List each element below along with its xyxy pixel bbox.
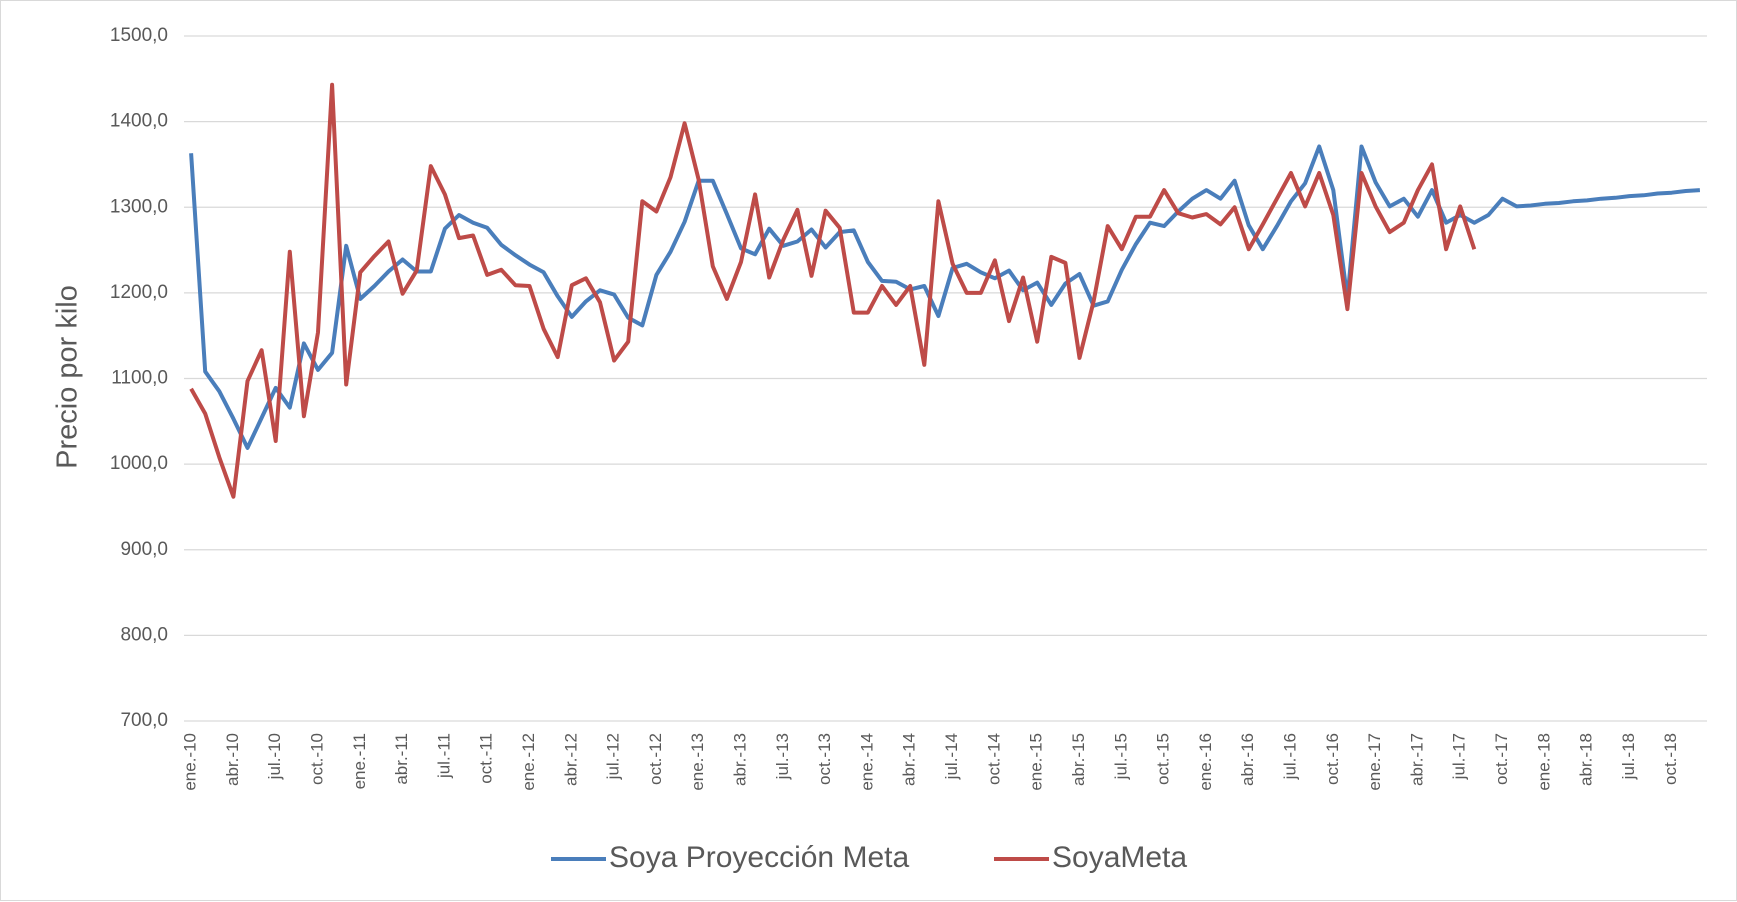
x-tick-label: oct.-11 (477, 733, 496, 784)
legend-label: Soya Proyección Meta (609, 841, 909, 874)
x-tick-label: ene.-16 (1196, 733, 1215, 791)
y-tick-label: 900,0 (120, 539, 168, 560)
y-tick-label: 1500,0 (110, 25, 168, 46)
x-tick-label: jul.-15 (1111, 733, 1130, 780)
x-tick-label: jul.-13 (773, 733, 792, 780)
x-tick-label: oct.-18 (1661, 733, 1680, 785)
series-line (189, 144, 1701, 450)
x-tick-label: jul.-17 (1450, 733, 1469, 780)
y-tick-label: 1400,0 (110, 111, 168, 132)
x-tick-label: ene.-15 (1027, 733, 1046, 791)
x-tick-label: abr.-15 (1069, 733, 1088, 786)
y-tick-label: 700,0 (120, 710, 168, 731)
x-tick-label: abr.-16 (1238, 733, 1257, 786)
x-tick-label: ene.-14 (857, 733, 876, 791)
x-tick-label: ene.-12 (519, 733, 538, 791)
x-tick-label: ene.-18 (1534, 733, 1553, 791)
x-tick-label: jul.-16 (1280, 733, 1299, 780)
legend-label: SoyaMeta (1052, 841, 1187, 874)
x-tick-label: jul.-10 (265, 733, 284, 780)
x-tick-label: oct.-10 (307, 733, 326, 785)
x-tick-label: abr.-13 (731, 733, 750, 786)
y-tick-label: 1300,0 (110, 196, 168, 217)
x-tick-label: oct.-13 (815, 733, 834, 785)
x-tick-label: oct.-14 (984, 733, 1003, 785)
x-tick-label: abr.-12 (561, 733, 580, 786)
y-tick-label: 800,0 (120, 624, 168, 645)
x-tick-label: jul.-14 (942, 733, 961, 780)
y-tick-label: 1100,0 (111, 368, 168, 389)
series-line (189, 82, 1477, 499)
x-tick-label: ene.-10 (181, 733, 200, 791)
x-tick-label: oct.-16 (1323, 733, 1342, 785)
x-tick-label: ene.-13 (688, 733, 707, 791)
x-tick-label: ene.-11 (350, 733, 369, 789)
x-tick-label: jul.-11 (434, 733, 453, 779)
x-tick-label: jul.-12 (604, 733, 623, 780)
y-tick-label: 1200,0 (110, 282, 168, 303)
x-tick-label: abr.-10 (223, 733, 242, 786)
x-tick-label: jul.-18 (1619, 733, 1638, 780)
x-tick-label: abr.-18 (1577, 733, 1596, 786)
x-tick-label: ene.-17 (1365, 733, 1384, 791)
x-tick-label: abr.-17 (1407, 733, 1426, 786)
x-tick-label: oct.-17 (1492, 733, 1511, 785)
y-axis-title: Precio por kilo (52, 285, 84, 469)
y-tick-label: 1000,0 (110, 453, 168, 474)
x-tick-label: abr.-11 (392, 733, 411, 785)
x-tick-label: oct.-15 (1154, 733, 1173, 785)
x-tick-label: oct.-12 (646, 733, 665, 785)
x-tick-label: abr.-14 (900, 733, 919, 786)
